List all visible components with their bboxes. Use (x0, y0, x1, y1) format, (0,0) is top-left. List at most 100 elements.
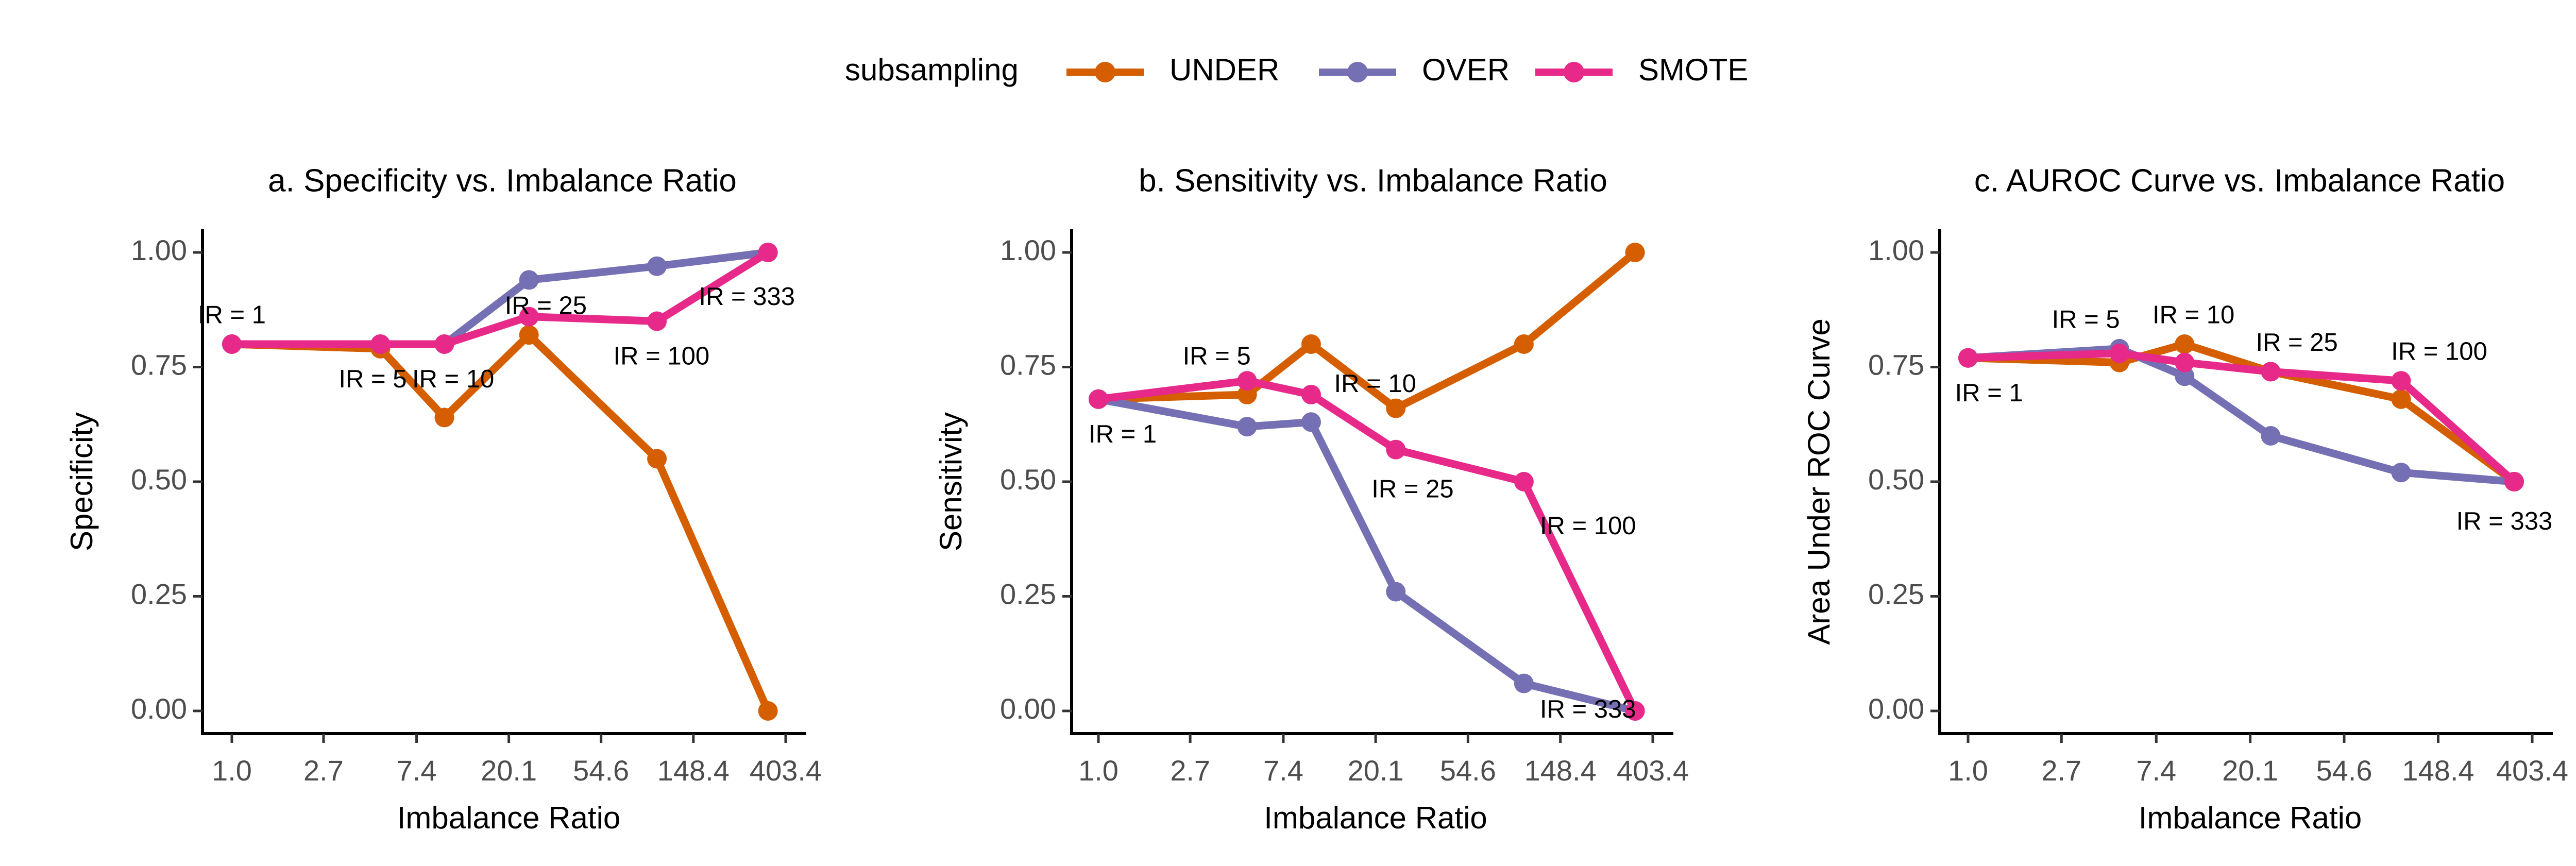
y-tick-label: 0.00 (131, 692, 187, 725)
ir-annotation: IR = 333 (699, 283, 795, 311)
ir-annotation: IR = 100 (2391, 338, 2487, 366)
data-point (1089, 389, 1108, 409)
series-line (228, 248, 772, 348)
y-tick-label: 0.75 (1000, 348, 1056, 381)
data-point (1958, 348, 1978, 368)
panels: a. Specificity vs. Imbalance Ratio 0.00 0.… (64, 163, 2568, 835)
series-line (1094, 395, 1639, 715)
x-tick-label: 1.0 (212, 754, 252, 787)
data-point (647, 311, 667, 331)
x-tick-label: 54.6 (573, 754, 629, 787)
x-tick-label: 148.4 (2402, 754, 2474, 787)
data-point (222, 334, 242, 354)
data-point (1237, 371, 1257, 391)
x-tick-label: 1.0 (1948, 754, 1988, 787)
series-smote (222, 243, 778, 354)
ir-annotation: IR = 10 (412, 365, 494, 393)
data-point (519, 270, 539, 290)
series-smote (1958, 343, 2524, 491)
data-point (2261, 426, 2281, 446)
y-tick-label: 0.75 (1868, 348, 1924, 381)
x-axis-title: Imbalance Ratio (397, 801, 621, 835)
data-point (2391, 463, 2411, 483)
ir-annotation: IR = 100 (1540, 512, 1636, 540)
data-point (1237, 417, 1257, 437)
ir-annotation: IR = 333 (1540, 695, 1636, 723)
data-point (434, 407, 454, 428)
data-point (370, 334, 391, 354)
x-tick-label: 20.1 (2222, 754, 2278, 787)
data-point (1237, 384, 1257, 404)
data-point (2175, 366, 2195, 386)
y-tick-label: 1.00 (1868, 234, 1924, 266)
ir-annotation: IR = 25 (505, 292, 587, 320)
data-point (1514, 673, 1534, 693)
panel-title: c. AUROC Curve vs. Imbalance Ratio (1974, 163, 2505, 198)
y-tick-label: 0.75 (131, 348, 187, 381)
data-point (519, 325, 539, 345)
y-tick-label: 1.00 (131, 234, 187, 266)
y-tick-label: 1.00 (1000, 234, 1056, 266)
data-point (2391, 389, 2411, 409)
data-point (1625, 701, 1645, 721)
y-tick-label: 0.50 (1000, 463, 1056, 496)
data-point (2175, 334, 2195, 354)
legend-label: OVER (1422, 53, 1510, 87)
legend-key-point (1095, 62, 1115, 82)
data-point (1514, 472, 1534, 491)
x-tick-label: 148.4 (1524, 754, 1597, 787)
data-point (1301, 384, 1321, 404)
data-point (1625, 243, 1645, 262)
x-tick-label: 7.4 (1263, 754, 1303, 787)
data-point (1386, 439, 1406, 460)
data-point (758, 701, 778, 721)
panel-3: c. AUROC Curve vs. Imbalance Ratio 0.00 0.… (1802, 163, 2568, 835)
x-tick-label: 54.6 (2316, 754, 2372, 787)
x-tick-label: 54.6 (1440, 754, 1496, 787)
x-tick-label: 403.4 (750, 754, 822, 787)
ir-annotation: IR = 100 (614, 343, 710, 370)
x-tick-label: 403.4 (1617, 754, 1689, 787)
data-point (2109, 343, 2129, 363)
x-tick-label: 20.1 (481, 754, 537, 787)
ir-annotation: IR = 5 (2052, 305, 2120, 333)
ir-annotation: IR = 333 (2456, 507, 2553, 535)
legend-label: UNDER (1170, 53, 1279, 87)
data-point (2261, 362, 2281, 382)
panel-title: a. Specificity vs. Imbalance Ratio (268, 163, 737, 198)
ir-annotation: IR = 1 (198, 301, 266, 329)
data-point (1514, 334, 1534, 354)
x-axis-title: Imbalance Ratio (1264, 801, 1487, 835)
y-tick-label: 0.00 (1868, 692, 1924, 725)
data-point (1301, 334, 1321, 354)
x-tick-label: 7.4 (2136, 754, 2176, 787)
data-point (1386, 582, 1406, 602)
x-axis-title: Imbalance Ratio (2139, 801, 2362, 835)
data-point (758, 243, 778, 262)
x-tick-label: 20.1 (1348, 754, 1404, 787)
legend: subsampling UNDER OVER SMOTE (845, 53, 1748, 87)
data-point (647, 256, 667, 276)
legend-label: SMOTE (1638, 53, 1748, 87)
x-tick-label: 2.7 (1170, 754, 1210, 787)
ir-annotation: IR = 1 (1089, 420, 1157, 448)
data-point (434, 334, 454, 354)
x-tick-label: 2.7 (2041, 754, 2081, 787)
ir-annotation: IR = 5 (338, 365, 406, 393)
y-tick-label: 0.25 (131, 578, 187, 610)
ir-annotation: IR = 10 (1334, 370, 1416, 398)
ir-annotation: IR = 10 (2153, 301, 2234, 329)
y-tick-label: 0.00 (1000, 692, 1056, 725)
ir-annotation: IR = 1 (1955, 379, 2023, 407)
series-smote (1089, 371, 1645, 721)
x-tick-label: 7.4 (397, 754, 437, 787)
y-tick-label: 0.25 (1868, 578, 1924, 610)
y-axis-title: Area Under ROC Curve (1802, 318, 1836, 645)
y-tick-label: 0.50 (1868, 463, 1924, 496)
x-tick-label: 403.4 (2496, 754, 2568, 787)
panel-title: b. Sensitivity vs. Imbalance Ratio (1139, 163, 1607, 198)
data-point (2391, 371, 2411, 391)
y-axis-title: Sensitivity (934, 412, 968, 551)
y-tick-label: 0.25 (1000, 578, 1056, 610)
